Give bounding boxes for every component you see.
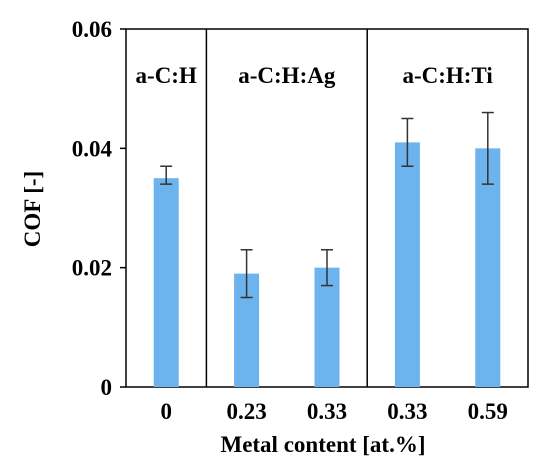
- y-axis-title: COF [-]: [20, 171, 45, 247]
- y-tick-label: 0.04: [72, 136, 113, 161]
- group-labels: a-C:H a-C:H:Ag a-C:H:Ti: [136, 63, 494, 88]
- bar: [153, 178, 179, 387]
- bar: [314, 267, 340, 387]
- y-tick-label: 0.02: [72, 256, 112, 281]
- group-label: a-C:H:Ag: [238, 63, 336, 88]
- x-axis-ticks: 0 0.23 0.33 0.33 0.59: [160, 399, 507, 424]
- group-dividers: [205, 29, 368, 387]
- y-axis-ticks: 0 0.02 0.04 0.06: [72, 17, 126, 400]
- error-bars: [160, 111, 494, 299]
- y-tick-label: 0.06: [72, 17, 112, 42]
- y-tick-label: 0: [101, 375, 113, 400]
- bars: [153, 142, 501, 387]
- bar: [475, 148, 501, 387]
- x-tick-label: 0.23: [226, 399, 266, 424]
- x-tick-label: 0.33: [387, 399, 427, 424]
- bar: [394, 142, 420, 387]
- x-tick-label: 0.33: [307, 399, 347, 424]
- x-axis-title: Metal content [at.%]: [220, 432, 425, 457]
- group-label: a-C:H:Ti: [402, 63, 493, 88]
- x-tick-label: 0: [160, 399, 172, 424]
- group-label: a-C:H: [136, 63, 197, 88]
- x-tick-label: 0.59: [468, 399, 508, 424]
